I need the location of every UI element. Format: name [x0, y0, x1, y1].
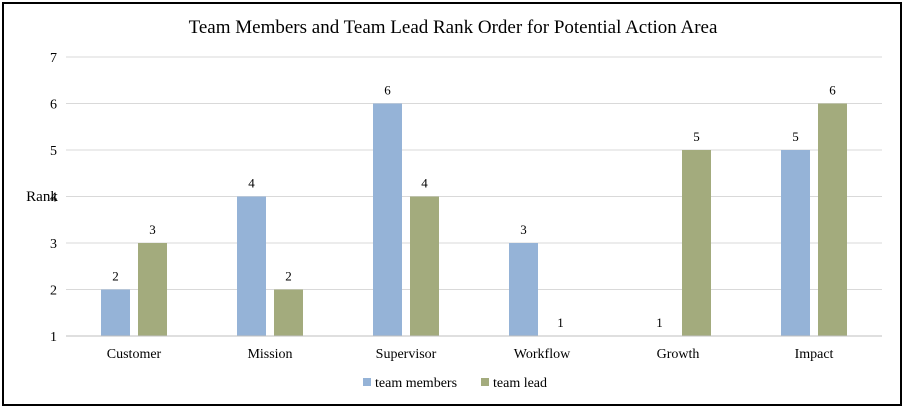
bar-team-lead-customer [138, 243, 167, 336]
data-label: 5 [693, 129, 700, 144]
data-label: 6 [384, 83, 391, 98]
legend-swatch [363, 378, 371, 386]
x-category-label: Growth [657, 347, 700, 362]
y-axis-ticks: 1 2 3 4 5 6 7 [50, 51, 57, 345]
y-axis-label: Rank [26, 189, 58, 205]
y-tick-label: 5 [50, 144, 57, 159]
x-axis-categories: Customer Mission Supervisor Workflow Growth I… [107, 347, 834, 362]
data-label: 4 [421, 176, 428, 191]
data-label: 1 [656, 315, 663, 330]
y-tick-label: 3 [50, 237, 57, 252]
bars [101, 103, 847, 336]
bar-team-lead-supervisor [410, 196, 439, 336]
data-label: 6 [829, 83, 836, 98]
bar-team-members-workflow [509, 243, 538, 336]
bar-team-members-supervisor [373, 103, 402, 336]
x-category-label: Workflow [514, 347, 571, 362]
bar-team-members-customer [101, 289, 130, 336]
bar-team-members-impact [781, 150, 810, 336]
data-label: 5 [792, 129, 799, 144]
data-label: 3 [520, 222, 527, 237]
y-tick-label: 6 [50, 98, 57, 113]
x-category-label: Customer [107, 347, 162, 362]
data-label: 1 [557, 315, 564, 330]
data-labels: 2 3 4 2 6 4 3 1 1 5 5 6 [112, 83, 836, 331]
legend-label: team lead [493, 376, 547, 391]
y-tick-label: 1 [50, 330, 57, 345]
data-label: 2 [112, 269, 119, 284]
x-category-label: Mission [247, 347, 292, 362]
bar-team-members-mission [237, 196, 266, 336]
data-label: 4 [248, 176, 255, 191]
data-label: 2 [285, 269, 292, 284]
x-category-label: Supervisor [376, 347, 437, 362]
bar-team-lead-mission [274, 289, 303, 336]
y-tick-label: 2 [50, 284, 57, 299]
chart-title: Team Members and Team Lead Rank Order fo… [189, 17, 718, 38]
bar-team-lead-impact [818, 103, 847, 336]
legend-label: team members [375, 376, 457, 391]
gridlines [66, 56, 882, 290]
chart-frame [2, 2, 902, 406]
x-category-label: Impact [795, 347, 834, 362]
y-tick-label: 4 [50, 191, 57, 206]
bar-team-lead-growth [682, 150, 711, 336]
data-label: 3 [149, 222, 156, 237]
legend: team members team lead [363, 376, 547, 391]
legend-swatch [481, 378, 489, 386]
y-tick-label: 7 [50, 51, 57, 66]
